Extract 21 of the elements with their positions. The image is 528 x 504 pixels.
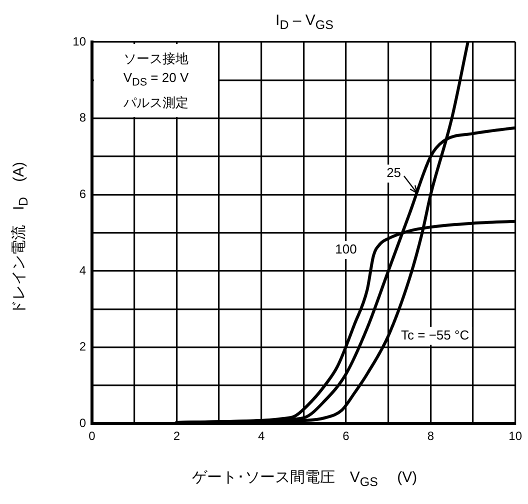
x-tick-label: 0 — [88, 429, 96, 444]
y-tick-label: 10 — [72, 34, 86, 48]
series-label: 100 — [335, 242, 357, 257]
series-label: 25 — [386, 165, 402, 180]
x-tick-label: 6 — [342, 429, 350, 444]
chart-title: I$_{D}$ – V$_{GS}$ — [274, 12, 334, 32]
y-tick-label: 4 — [79, 263, 86, 278]
note-box: ソース接地 V$_{DS}$ = 20 V パルス測定 — [94, 44, 218, 118]
y-tick-label: 0 — [79, 416, 86, 430]
series-label: Tc = −55 °C — [401, 327, 470, 342]
annotation: V$_{DS}$ = 20 V — [123, 69, 189, 91]
annotation: ソース接地 — [123, 50, 188, 68]
text: ゲート･ソース間電圧 V$_{GS}$ (V) — [192, 469, 418, 489]
x-tick-label: 8 — [427, 429, 434, 444]
y-tick-label: 8 — [79, 110, 86, 125]
x-tick-label: 2 — [173, 429, 180, 444]
y-tick-label: 6 — [79, 186, 86, 201]
x-tick-label: 4 — [258, 429, 265, 444]
y-tick-label: 2 — [79, 340, 86, 354]
annotation: パルス測定 — [123, 94, 188, 112]
x-tick-label: 10 — [508, 429, 522, 444]
